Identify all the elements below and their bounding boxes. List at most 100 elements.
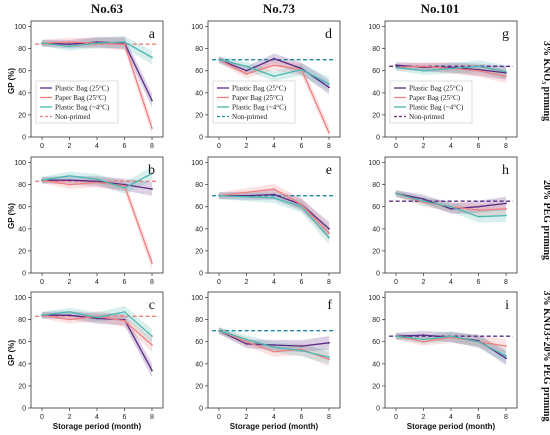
- legend-label-non-primed: Non-primed: [409, 113, 445, 121]
- legend-label-non-primed: Non-primed: [55, 113, 91, 121]
- x-tick-label: 6: [477, 143, 481, 150]
- y-tick-label: 20: [195, 248, 203, 255]
- y-tick-label: 0: [22, 135, 26, 142]
- data-point-paper-bag-25: [68, 318, 71, 321]
- data-point-plastic-bag-4: [245, 65, 248, 68]
- x-tick-label: 4: [449, 143, 453, 150]
- panel-label: e: [326, 163, 332, 178]
- y-tick-label: 80: [18, 182, 26, 189]
- x-tick-label: 4: [272, 279, 276, 286]
- x-tick-label: 8: [504, 279, 508, 286]
- error-band-plastic-bag-4: [396, 60, 506, 79]
- data-point-plastic-bag-25: [300, 345, 303, 348]
- y-tick-label: 60: [372, 68, 380, 75]
- x-tick-label: 8: [327, 143, 331, 150]
- column-title-no73: No.73: [263, 1, 296, 16]
- data-point-plastic-bag-25: [273, 193, 275, 196]
- x-tick-label: 6: [123, 279, 127, 286]
- x-tick-label: 6: [477, 279, 481, 286]
- error-band-paper-bag-25: [219, 56, 329, 137]
- data-point-plastic-bag-25: [245, 69, 248, 72]
- y-tick-label: 80: [195, 182, 203, 189]
- x-tick-label: 6: [300, 143, 304, 150]
- data-point-plastic-bag-4: [218, 58, 220, 61]
- y-tick-label: 0: [22, 271, 26, 278]
- data-point-paper-bag-25: [123, 184, 126, 187]
- y-tick-label: 0: [199, 406, 203, 413]
- panel-i: 0 20 40 60 80 100 0 2 4 6 8 i: [368, 291, 518, 421]
- data-point-plastic-bag-25: [477, 205, 480, 208]
- data-point-plastic-bag-25: [328, 227, 330, 230]
- panel-frame: [207, 291, 341, 409]
- data-point-plastic-bag-4: [41, 179, 43, 182]
- y-tick-label: 100: [191, 24, 203, 31]
- data-point-paper-bag-25: [505, 345, 507, 348]
- panel-a: 0 20 40 60 80 100 0 2 4 6 8 a Plastic Bag (25°C)Pape…: [14, 20, 164, 150]
- y-tick-label: 40: [18, 90, 26, 97]
- x-tick-label: 0: [217, 414, 221, 421]
- data-point-plastic-bag-4: [505, 70, 507, 73]
- legend-label-plastic-bag-25: Plastic Bag (25°C): [409, 85, 464, 93]
- data-point-plastic-bag-25: [245, 343, 248, 345]
- x-axis-label-col2: Storage period (month): [230, 422, 319, 431]
- data-point-paper-bag-25: [68, 183, 71, 186]
- y-tick-label: 20: [195, 112, 203, 119]
- data-point-plastic-bag-4: [96, 316, 98, 319]
- data-point-plastic-bag-4: [68, 174, 71, 177]
- y-tick-label: 100: [368, 295, 380, 302]
- y-tick-label: 100: [14, 160, 26, 167]
- data-point-plastic-bag-4: [300, 205, 303, 208]
- x-tick-label: 4: [449, 414, 453, 421]
- row-title-kno3: 3% KNO₃ priming: [541, 41, 550, 121]
- legend-label-plastic-bag-4: Plastic Bag (~4°C): [232, 104, 287, 112]
- y-tick-label: 100: [14, 295, 26, 302]
- data-point-plastic-bag-4: [273, 196, 275, 199]
- error-band-plastic-bag-25: [396, 190, 506, 214]
- y-tick-label: 100: [191, 160, 203, 167]
- y-tick-label: 40: [195, 226, 203, 233]
- column-title-no101: No.101: [421, 1, 460, 16]
- y-tick-label: 0: [376, 406, 380, 413]
- y-tick-label: 60: [18, 339, 26, 346]
- data-point-paper-bag-25: [273, 188, 275, 190]
- data-point-plastic-bag-25: [422, 198, 425, 200]
- y-tick-label: 40: [18, 226, 26, 233]
- legend-label-plastic-bag-4: Plastic Bag (~4°C): [409, 104, 464, 112]
- data-point-paper-bag-25: [151, 127, 153, 130]
- data-point-plastic-bag-4: [505, 355, 507, 357]
- x-tick-label: 6: [300, 414, 304, 421]
- x-tick-label: 4: [272, 143, 276, 150]
- x-tick-label: 2: [68, 279, 72, 286]
- y-tick-label: 40: [195, 361, 203, 368]
- data-point-plastic-bag-4: [328, 236, 330, 239]
- x-tick-label: 2: [245, 279, 249, 286]
- panel-label: g: [502, 27, 509, 42]
- data-point-plastic-bag-4: [450, 335, 452, 338]
- panel-f: 0 20 40 60 80 100 0 2 4 6 8 f: [191, 291, 341, 421]
- data-point-plastic-bag-4: [273, 346, 275, 349]
- y-tick-label: 40: [372, 361, 380, 368]
- error-band-plastic-bag-25: [42, 311, 152, 378]
- data-point-plastic-bag-25: [450, 208, 452, 210]
- y-tick-label: 80: [195, 46, 203, 53]
- data-point-plastic-bag-25: [273, 57, 275, 60]
- x-tick-label: 8: [150, 414, 154, 421]
- y-tick-label: 0: [199, 135, 203, 142]
- y-tick-label: 20: [372, 383, 380, 390]
- data-point-plastic-bag-4: [96, 178, 98, 180]
- data-point-plastic-bag-25: [68, 314, 71, 317]
- data-point-plastic-bag-4: [395, 335, 397, 338]
- panel-g: 0 20 40 60 80 100 0 2 4 6 8 g Plastic Bag (25°C)Pape…: [368, 20, 518, 150]
- y-tick-label: 80: [372, 317, 380, 324]
- x-tick-label: 4: [95, 414, 99, 421]
- data-point-plastic-bag-4: [422, 338, 425, 341]
- panel-label: c: [149, 298, 155, 313]
- y-axis-label-row3: GP (%): [7, 340, 16, 366]
- y-tick-label: 80: [372, 182, 380, 189]
- data-point-plastic-bag-4: [218, 329, 220, 332]
- y-tick-label: 60: [372, 339, 380, 346]
- data-point-paper-bag-25: [151, 262, 153, 264]
- x-tick-label: 4: [95, 143, 99, 150]
- data-point-plastic-bag-25: [328, 86, 330, 89]
